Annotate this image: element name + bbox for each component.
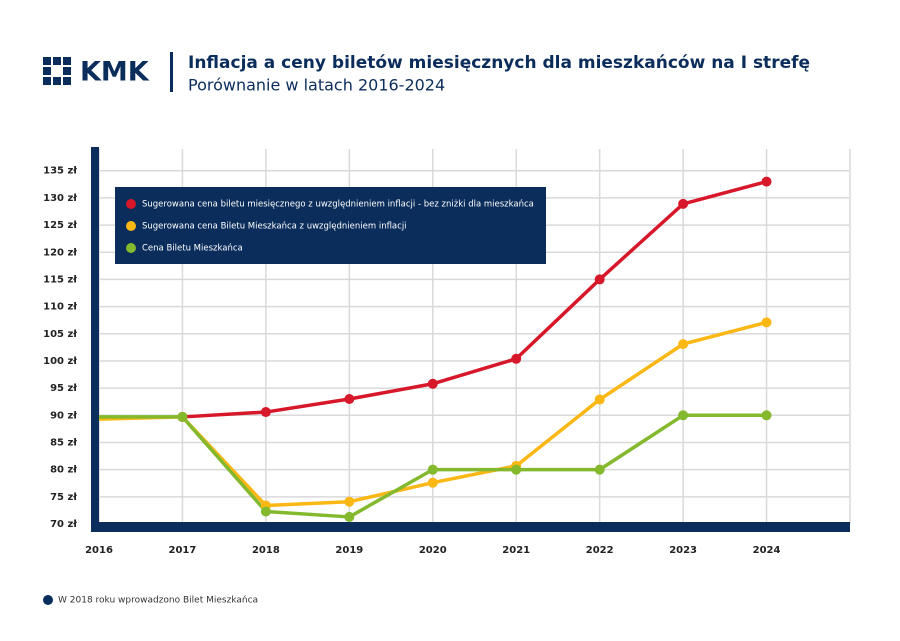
y-tick-label: 125 zł <box>43 220 77 231</box>
x-tick-label: 2024 <box>753 545 781 556</box>
x-axis <box>91 522 850 532</box>
data-point <box>177 411 188 422</box>
data-point <box>678 339 689 350</box>
header-divider <box>170 52 173 92</box>
x-tick-label: 2017 <box>169 545 197 556</box>
logo: KMK <box>80 57 150 88</box>
x-tick-label: 2016 <box>85 545 113 556</box>
y-tick-label: 110 zł <box>43 302 77 313</box>
logo-icon <box>43 57 71 85</box>
data-point <box>594 274 605 285</box>
data-point <box>427 378 438 389</box>
y-tick-label: 100 zł <box>43 356 77 367</box>
data-point <box>761 410 772 421</box>
series-line <box>182 179 768 419</box>
x-tick-label: 2018 <box>252 545 280 556</box>
note: W 2018 roku wprowadzono Bilet Mieszkańca <box>58 596 258 606</box>
data-point <box>511 464 522 475</box>
y-axis <box>91 147 99 532</box>
legend: Sugerowana cena biletu miesięcznego z uw… <box>115 187 546 264</box>
y-tick-label: 85 zł <box>50 437 77 448</box>
y-tick-label: 115 zł <box>43 274 77 285</box>
y-tick-label: 80 zł <box>50 465 77 476</box>
plot: 70 zł 75 zł 80 zł 85 zł 90 zł 95 zł 100 zł 105 … <box>43 147 851 556</box>
note-bullet <box>43 595 53 605</box>
x-tick-label: 2023 <box>669 545 697 556</box>
legend-label: Cena Biletu Mieszkańca <box>142 244 243 254</box>
x-tick-label: 2019 <box>335 545 363 556</box>
y-tick-label: 120 zł <box>43 247 77 258</box>
data-point <box>678 198 689 209</box>
data-point <box>761 317 772 328</box>
x-tick-label: 2021 <box>502 545 530 556</box>
legend-box <box>115 187 546 264</box>
data-point <box>260 506 271 517</box>
y-tick-label: 70 zł <box>50 519 77 530</box>
data-point <box>427 477 438 488</box>
data-point <box>344 511 355 522</box>
chart-subtitle: Porównanie w latach 2016-2024 <box>188 76 445 95</box>
legend-marker <box>126 243 136 253</box>
x-tick-label: 2020 <box>419 545 447 556</box>
data-point <box>761 176 772 187</box>
x-tick-label: 2022 <box>586 545 614 556</box>
y-tick-label: 130 zł <box>43 193 77 204</box>
legend-marker <box>126 199 136 209</box>
legend-label: Sugerowana cena biletu miesięcznego z uw… <box>142 200 534 210</box>
data-point <box>344 394 355 404</box>
y-tick-label: 95 zł <box>50 383 77 394</box>
legend-marker <box>126 221 136 231</box>
legend-label: Sugerowana cena Biletu Mieszkańca z uwzg… <box>142 222 407 232</box>
chart-title: Inflacja a ceny biletów miesięcznych dla… <box>188 53 810 73</box>
y-tick-label: 105 zł <box>43 329 77 340</box>
data-point <box>678 410 689 421</box>
data-point <box>427 464 438 475</box>
data-point <box>594 464 605 475</box>
data-point <box>260 407 271 418</box>
y-tick-label: 75 zł <box>50 492 77 503</box>
y-tick-label: 90 zł <box>50 410 77 421</box>
data-point <box>511 353 522 364</box>
data-point <box>344 496 355 507</box>
data-point <box>594 394 605 405</box>
y-tick-label: 135 zł <box>43 166 77 177</box>
